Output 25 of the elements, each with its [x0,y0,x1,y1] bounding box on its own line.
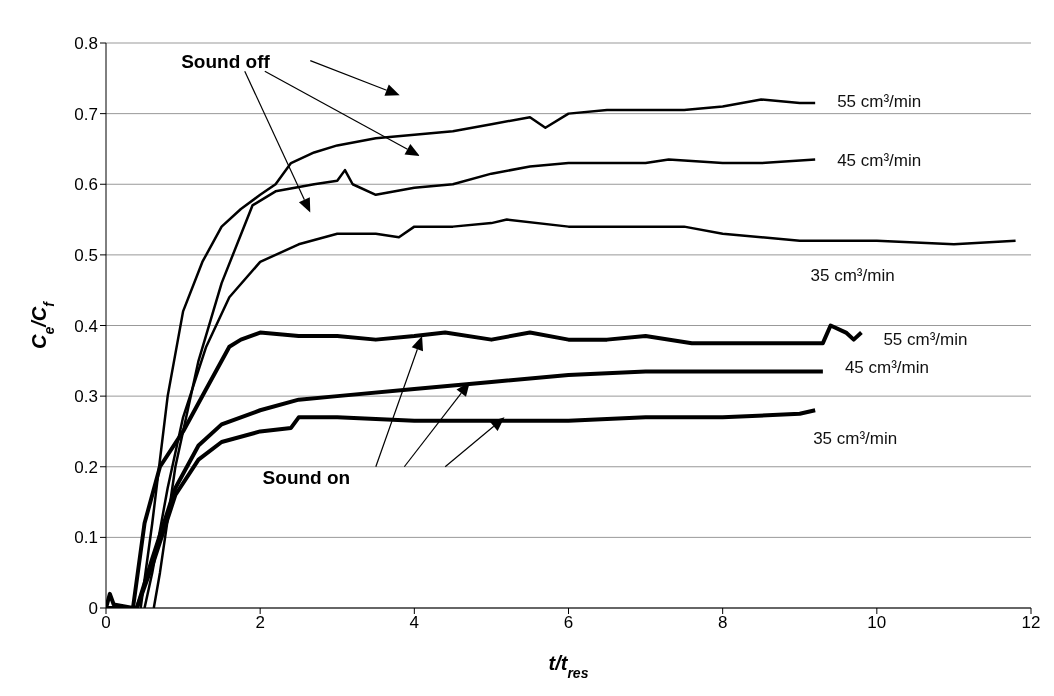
series-label: 45 cm³/min [844,358,929,378]
series-label: 55 cm³/min [883,329,968,349]
y-tick-label: 0.6 [74,175,98,195]
x-axis-title: t/t$_{res}$ [548,652,589,681]
series-label: 35 cm³/min [810,265,895,285]
y-tick-label: 0.5 [74,245,98,265]
x-tick-label: 4 [409,613,420,633]
y-tick-label: 0.7 [74,104,98,124]
y-tick-label: 0.2 [74,457,98,477]
y-tick-label: 0.1 [74,528,98,548]
x-tick-label: 2 [255,613,265,633]
y-tick-label: 0.3 [74,387,98,407]
annotation: Sound off [181,50,271,72]
y-tick-label: 0.8 [74,34,98,54]
y-tick-label: 0 [88,599,98,619]
series-label: 45 cm³/min [837,150,922,170]
x-tick-label: 8 [717,613,728,633]
x-tick-label: 12 [1021,613,1041,633]
x-tick-label: 6 [563,613,574,633]
series-label: 55 cm³/min [837,92,922,112]
y-tick-label: 0.4 [74,316,98,336]
x-tick-label: 0 [101,613,111,633]
annotation: Sound on [262,467,351,489]
x-tick-label: 10 [867,613,887,633]
series-label: 35 cm³/min [813,429,898,449]
